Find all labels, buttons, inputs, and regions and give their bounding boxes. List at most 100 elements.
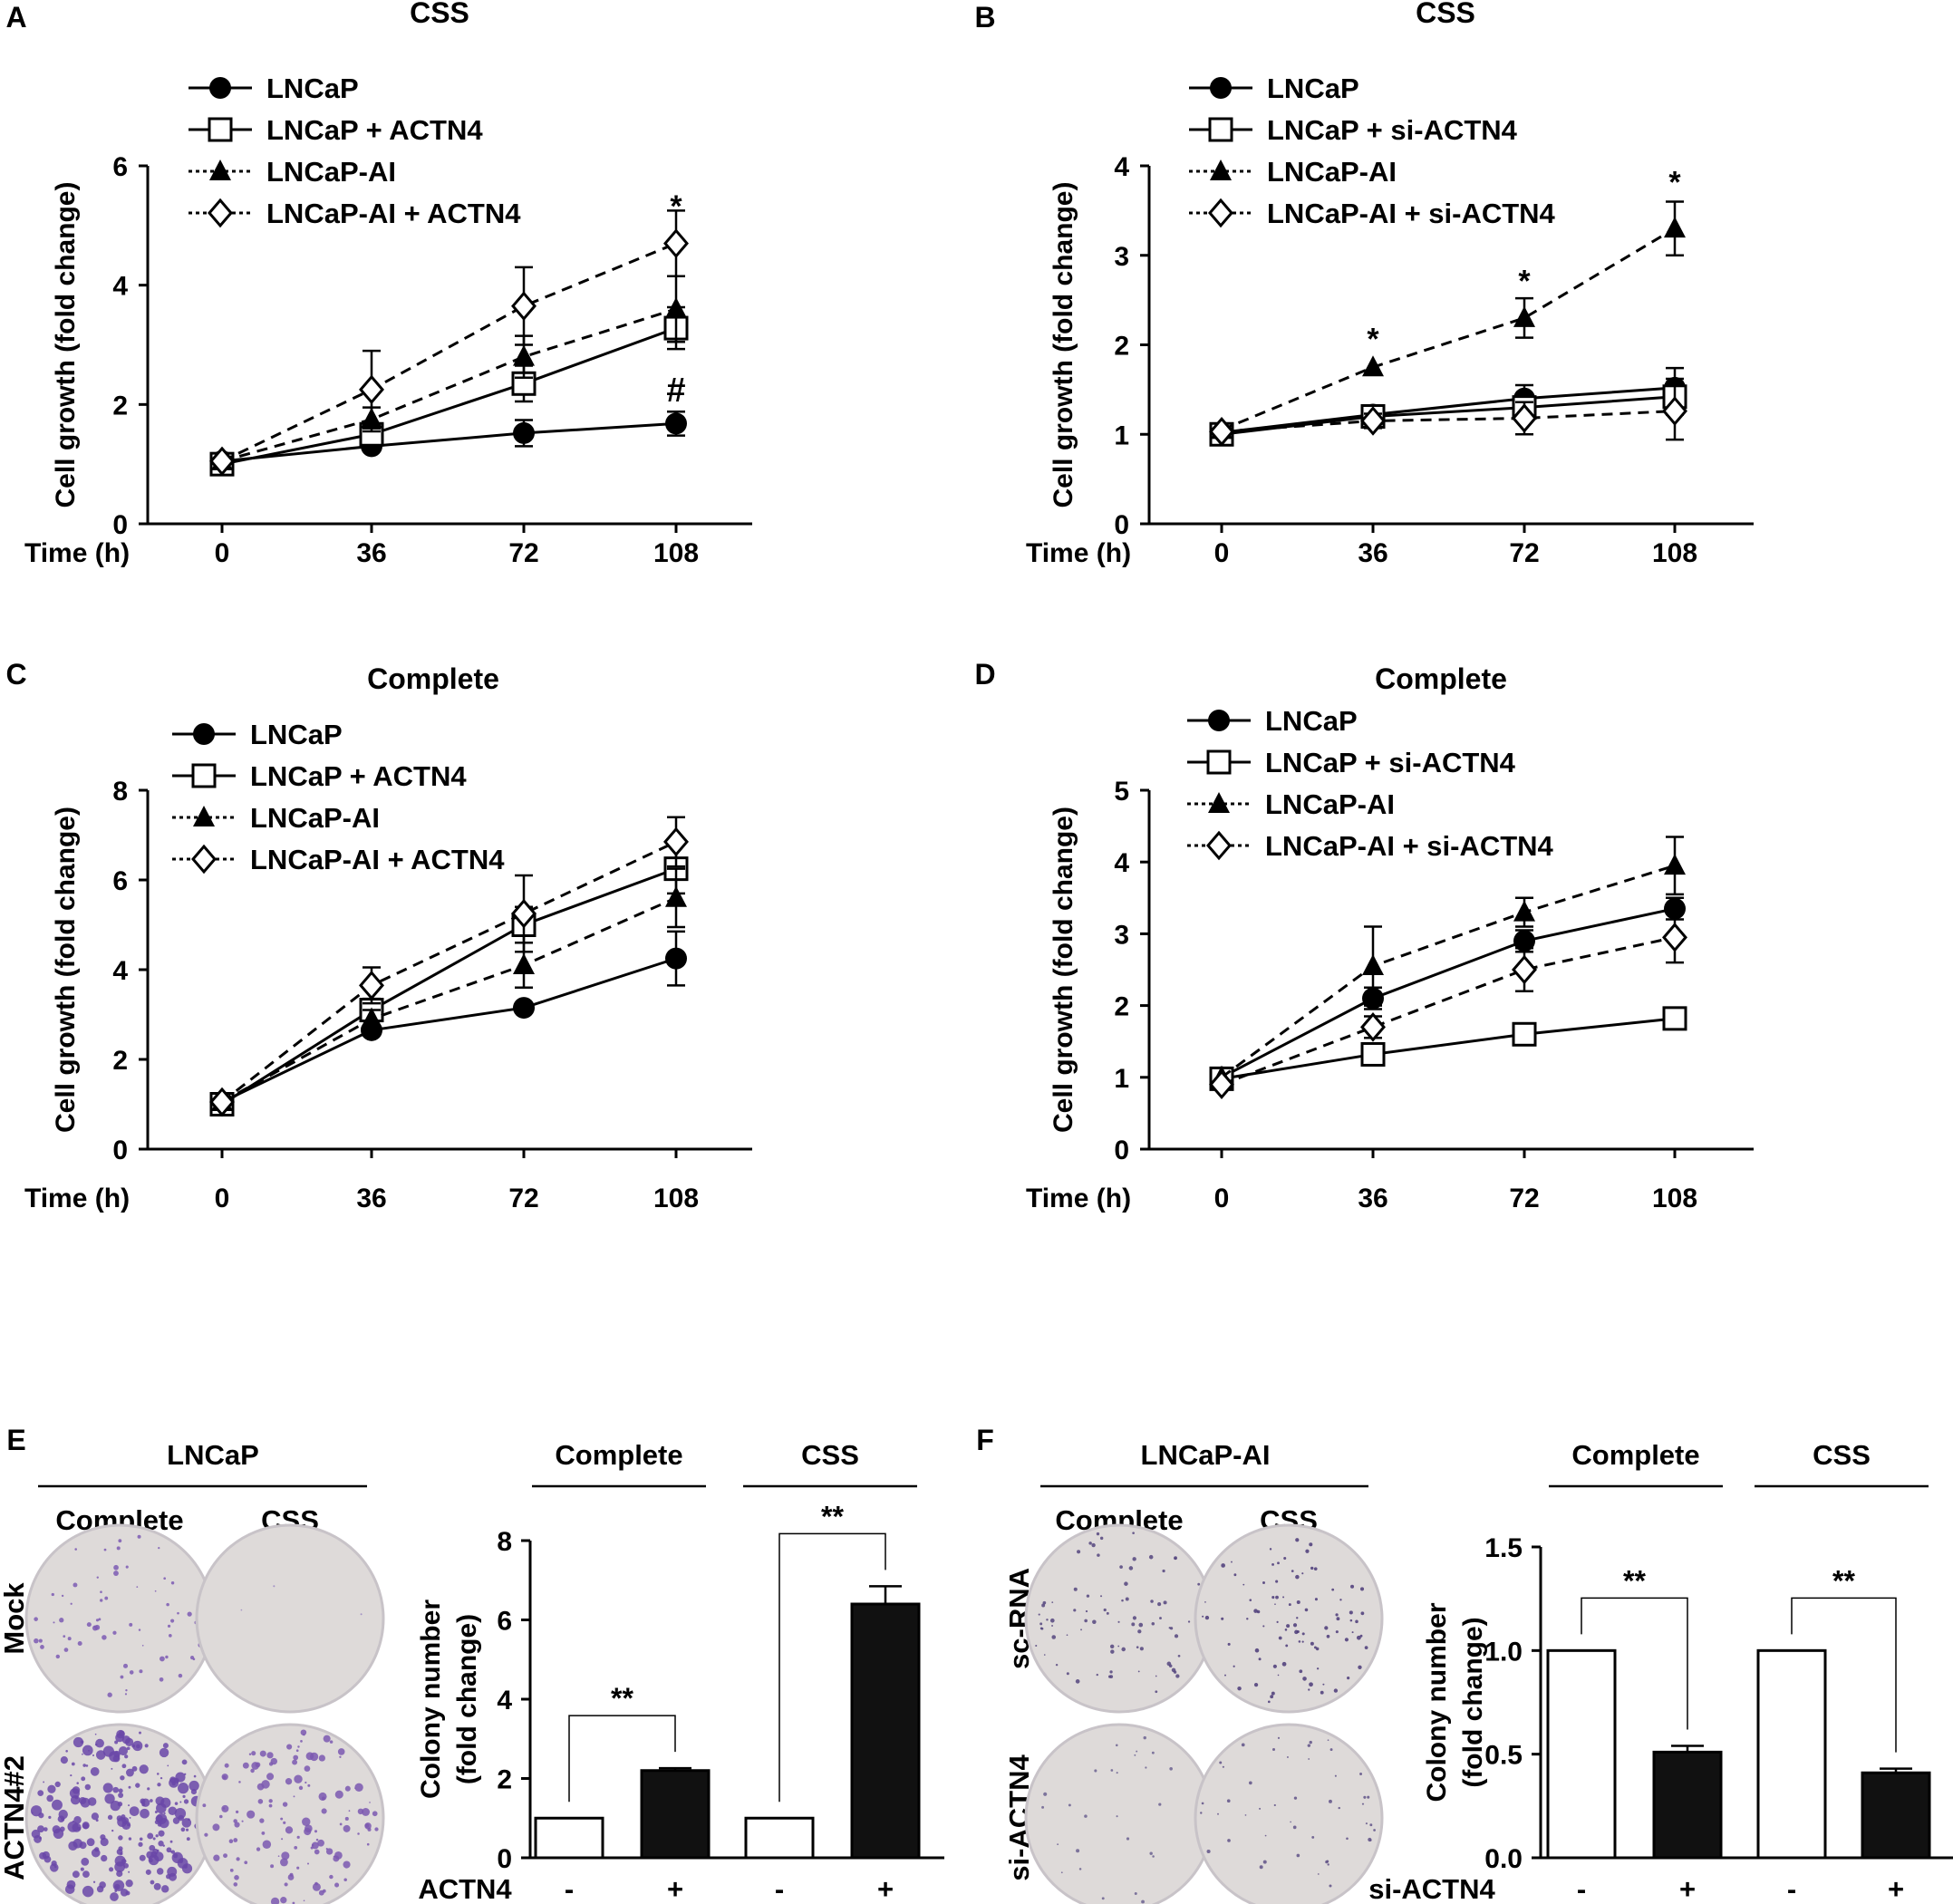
colony-dot <box>1334 1774 1337 1777</box>
colony-dot <box>344 1816 349 1821</box>
significance-mark: ** <box>1832 1564 1855 1597</box>
y-axis-label: Colony number <box>416 1600 446 1799</box>
colony-dot <box>67 1637 72 1641</box>
colony-dot <box>1309 1740 1312 1745</box>
colony-dot <box>125 1689 128 1692</box>
colony-dot <box>295 1749 299 1753</box>
legend-label: LNCaP <box>266 72 359 104</box>
colony-dot <box>1369 1839 1372 1841</box>
colony-dot <box>168 1806 178 1816</box>
legend-marker-diamond <box>191 844 217 875</box>
colony-dot <box>1259 1807 1262 1810</box>
data-point-triangle <box>513 953 535 975</box>
series-line-3 <box>221 242 677 463</box>
bar <box>640 1769 711 1860</box>
colony-dot <box>68 1841 78 1851</box>
legend-label: LNCaP-AI + ACTN4 <box>266 198 521 229</box>
colony-dot <box>1051 1625 1053 1627</box>
colony-dot <box>53 1621 55 1624</box>
colony-dot <box>114 1861 125 1873</box>
series-line-3 <box>1221 410 1676 433</box>
colony-dot <box>160 1656 165 1662</box>
y-tick-label: 2 <box>1114 992 1129 1022</box>
colony-dot <box>238 1781 241 1783</box>
colony-dot <box>82 1885 94 1898</box>
colony-dot <box>1364 1646 1368 1649</box>
colony-dot <box>51 1861 57 1867</box>
data-point-diamond <box>1662 923 1687 952</box>
series-line-2 <box>1221 227 1676 431</box>
data-point-diamond <box>1360 1012 1386 1042</box>
colony-dot <box>310 1846 314 1850</box>
colony-dot <box>204 1832 208 1837</box>
colony-dot <box>280 1817 284 1821</box>
colony-dot <box>304 1765 311 1772</box>
y-tick-label: 2 <box>112 391 128 420</box>
colony-dot <box>43 1781 45 1783</box>
colony-dot <box>66 1880 76 1890</box>
colony-dot <box>305 1824 313 1833</box>
colony-dot <box>1149 1851 1153 1855</box>
colony-dot <box>1175 1674 1180 1678</box>
colony-dot <box>344 1785 351 1792</box>
y-tick-label: 1.0 <box>1484 1637 1523 1667</box>
y-tick-label: 1.5 <box>1484 1533 1523 1563</box>
colony-dot <box>1038 1613 1040 1616</box>
colony-dot <box>1134 1754 1136 1756</box>
colony-dot <box>296 1835 300 1839</box>
colony-dot <box>321 1808 327 1814</box>
y-tick-label: 6 <box>112 866 128 896</box>
colony-dot <box>283 1821 286 1824</box>
colony-dot <box>92 1754 95 1757</box>
legend-marker-diamond <box>208 198 233 228</box>
colony-dot <box>1117 1645 1120 1648</box>
colony-dot <box>1281 1661 1287 1667</box>
colony-dot <box>318 1754 326 1762</box>
colony-dot <box>1116 1772 1118 1774</box>
colony-dot <box>138 1841 143 1847</box>
colony-dot <box>73 1816 82 1824</box>
colony-dot <box>1169 1627 1174 1630</box>
colony-dot <box>297 1745 300 1748</box>
colony-dot <box>187 1611 192 1617</box>
colony-dot <box>1358 1665 1362 1670</box>
colony-dot <box>307 1783 311 1787</box>
bar <box>1861 1771 1931 1860</box>
colony-dot <box>84 1783 92 1791</box>
colony-dot <box>146 1851 154 1860</box>
colony-dot <box>1073 1609 1077 1612</box>
colony-dot <box>1292 1825 1297 1830</box>
colony-dot <box>120 1775 125 1781</box>
colony-dot <box>139 1669 143 1674</box>
colony-dot <box>315 1838 319 1841</box>
colony-dot <box>73 1736 84 1748</box>
series-line-3 <box>221 840 677 1104</box>
colony-dot <box>1221 1563 1225 1568</box>
colony-dot <box>109 1867 114 1872</box>
colony-dot <box>60 1756 68 1764</box>
colony-dot <box>109 1751 121 1763</box>
colony-dot <box>49 1863 59 1872</box>
colony-dot <box>125 1565 129 1569</box>
colony-dot <box>158 1547 160 1550</box>
colony-dot <box>1262 1581 1265 1585</box>
condition-label: + <box>877 1873 894 1904</box>
legend-marker-square <box>1206 749 1232 775</box>
colony-dot <box>362 1808 370 1816</box>
data-point-diamond <box>1512 954 1537 985</box>
colony-dot <box>138 1629 141 1631</box>
colony-dot <box>107 1814 113 1821</box>
panel-letter: E <box>6 1424 25 1456</box>
colony-dot <box>212 1823 220 1832</box>
colony-dot <box>1092 1619 1097 1625</box>
colony-dot <box>1162 1569 1165 1573</box>
colony-dot <box>82 1753 83 1755</box>
colony-dot <box>1116 1815 1118 1818</box>
colony-dot <box>354 1783 363 1792</box>
colony-dot <box>1237 1686 1242 1691</box>
colony-dot <box>325 1848 334 1855</box>
colony-dot <box>111 1829 114 1832</box>
colony-dot <box>296 1866 300 1870</box>
colony-dot <box>124 1737 134 1747</box>
